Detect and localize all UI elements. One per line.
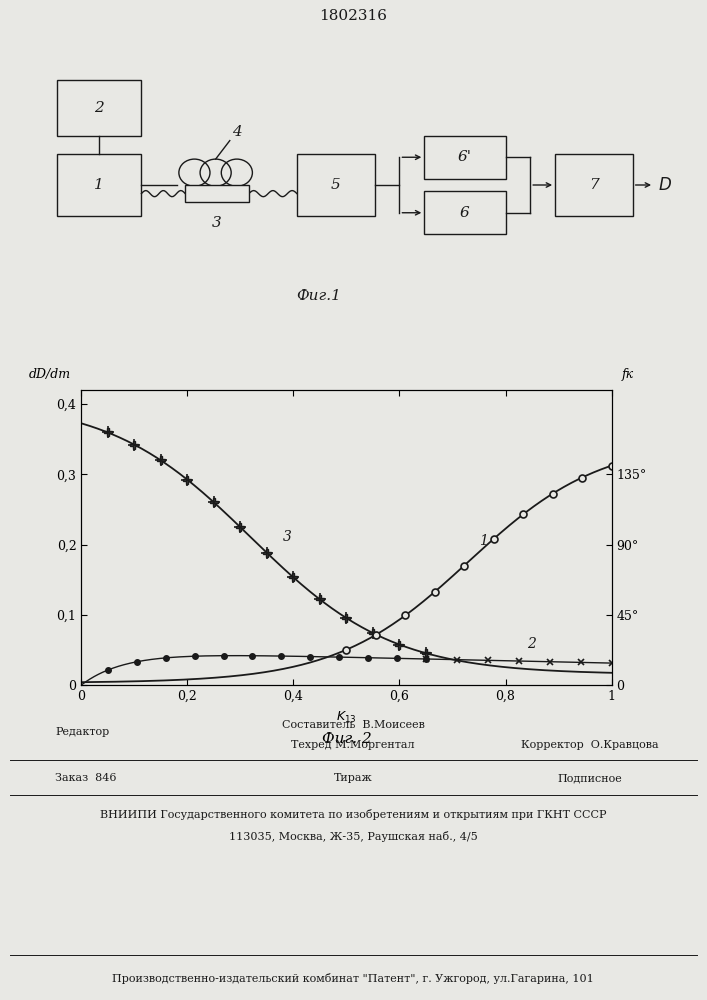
Text: 2: 2 (94, 101, 104, 115)
Text: 7: 7 (589, 178, 599, 192)
Bar (185, 185, 249, 202)
Text: dD/dm: dD/dm (28, 368, 71, 381)
Text: Техред М.Моргентал: Техред М.Моргентал (291, 740, 415, 750)
Bar (424, 191, 506, 234)
Text: $\mathit{D}$: $\mathit{D}$ (658, 176, 672, 194)
Text: 1802316: 1802316 (320, 9, 387, 23)
Text: Фиг. 2: Фиг. 2 (322, 732, 371, 746)
Text: fк: fк (622, 368, 634, 381)
Text: 2: 2 (527, 637, 536, 651)
Text: Тираж: Тираж (334, 773, 373, 783)
Text: 3: 3 (212, 216, 222, 230)
Text: 3: 3 (283, 530, 292, 544)
Text: 113035, Москва, Ж-35, Раушская наб., 4/5: 113035, Москва, Ж-35, Раушская наб., 4/5 (228, 832, 477, 842)
Text: Составитель  В.Моисеев: Составитель В.Моисеев (281, 720, 424, 730)
Text: Корректор  О.Кравцова: Корректор О.Кравцова (521, 740, 659, 750)
Text: Фиг.1: Фиг.1 (296, 289, 341, 303)
Text: $K_{13}$: $K_{13}$ (336, 710, 357, 725)
Text: Редактор: Редактор (55, 727, 110, 737)
Bar (555, 154, 633, 216)
Text: 6': 6' (458, 150, 472, 164)
Text: Заказ  846: Заказ 846 (55, 773, 117, 783)
Text: 1: 1 (94, 178, 104, 192)
Text: 1: 1 (479, 534, 488, 548)
Text: 6: 6 (460, 206, 469, 220)
Bar (57, 80, 141, 136)
Text: Подписное: Подписное (558, 773, 622, 783)
Bar (297, 154, 375, 216)
Text: ВНИИПИ Государственного комитета по изобретениям и открытиям при ГКНТ СССР: ВНИИПИ Государственного комитета по изоб… (100, 810, 606, 820)
Text: 5: 5 (331, 178, 341, 192)
Text: Производственно-издательский комбинат "Патент", г. Ужгород, ул.Гагарина, 101: Производственно-издательский комбинат "П… (112, 972, 594, 984)
Bar (424, 136, 506, 179)
Text: 4: 4 (232, 125, 242, 139)
Bar (57, 154, 141, 216)
